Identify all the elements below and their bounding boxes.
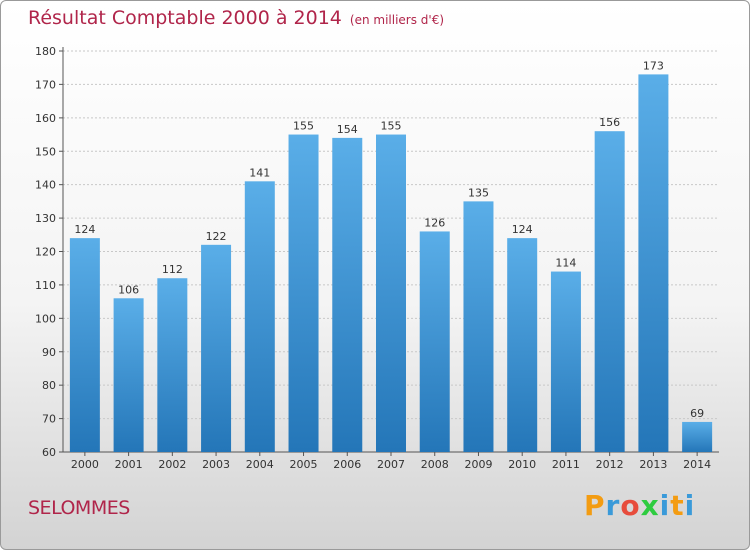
y-tick-label: 70 [42,413,56,426]
y-tick-label: 140 [35,179,56,192]
bar-2010 [507,238,538,452]
y-tick-label: 120 [35,246,56,259]
logo-letter: o [620,489,641,522]
bar-2003 [201,244,232,452]
x-tick-label-2014: 2014 [683,458,711,471]
value-label-2010: 124 [512,223,533,236]
value-label-2001: 106 [118,283,139,296]
city-name: SELOMMES [28,497,130,519]
x-tick-label-2009: 2009 [464,458,492,471]
value-label-2012: 156 [599,116,620,129]
bar-2009 [463,201,494,452]
value-label-2011: 114 [555,257,576,270]
value-label-2000: 124 [74,223,95,236]
y-tick-label: 100 [35,312,56,325]
y-tick-labels: 60 70 80 90 100 110 120 130 140 150 160 170 180 [35,45,56,459]
value-label-2003: 122 [206,230,227,243]
value-label-2009: 135 [468,186,489,199]
x-tick-label-2006: 2006 [333,458,361,471]
chart-subtitle: (en milliers d'€) [349,13,445,27]
y-tick-label: 150 [35,145,56,158]
y-tick-label: 130 [35,212,56,225]
x-tick-label-2010: 2010 [508,458,536,471]
bar-2001 [113,298,144,452]
x-tick-label-2001: 2001 [115,458,143,471]
bar-2008 [419,231,450,452]
title-text: Résultat Comptable 2000 à 2014 [28,7,342,29]
y-tick-label: 110 [35,279,56,292]
value-label-2002: 112 [162,263,183,276]
x-tick-label-2008: 2008 [421,458,449,471]
proxiti-logo: Proxiti [584,489,695,522]
y-tick-label: 60 [42,446,56,459]
value-label-2005: 155 [293,120,314,133]
value-label-2006: 154 [337,123,358,136]
x-tick-label-2013: 2013 [639,458,667,471]
y-tick-label: 180 [35,45,56,58]
x-tick-label-2005: 2005 [290,458,318,471]
value-label-2013: 173 [643,59,664,72]
bar-2007 [376,134,406,452]
y-tick-label: 160 [35,112,56,125]
y-tick-label: 90 [42,346,56,359]
x-tick-label-2007: 2007 [377,458,405,471]
logo-letter: x [640,489,660,522]
bar-2004 [244,181,275,452]
value-label-2008: 126 [424,216,445,229]
value-label-2007: 155 [381,120,402,133]
y-tick-label: 170 [35,78,56,91]
chart-title: Résultat Comptable 2000 à 2014 (en millie… [28,7,444,29]
bar-2011 [550,271,581,452]
x-tick-label-2002: 2002 [158,458,186,471]
x-tick-labels: 2000 2001 2002 2003 2004 2005 2006 2007 2008 2009… [71,458,711,471]
logo-letter: r [605,489,621,522]
y-tick-label: 80 [42,379,56,392]
bar-2014 [682,421,713,452]
logo-letter: i [684,489,696,522]
x-tick-label-2004: 2004 [246,458,274,471]
bars [69,74,713,453]
bar-2013 [638,74,669,453]
x-tick-label-2011: 2011 [552,458,580,471]
bar-2005 [288,134,319,452]
x-tick-label-2003: 2003 [202,458,230,471]
bar-2002 [157,278,188,452]
logo-letter: t [670,489,685,522]
logo-letter: P [584,489,606,522]
value-label-2014: 69 [690,407,704,420]
x-tick-label-2000: 2000 [71,458,99,471]
logo-letter: i [659,489,671,522]
value-label-2004: 141 [249,166,270,179]
bar-2006 [332,137,363,452]
x-tick-label-2012: 2012 [596,458,624,471]
value-labels: 124 106 112 122 141 155 154 155 126 135 124 114 156 1… [74,59,704,420]
bar-2000 [69,238,100,452]
bar-2012 [594,131,625,452]
